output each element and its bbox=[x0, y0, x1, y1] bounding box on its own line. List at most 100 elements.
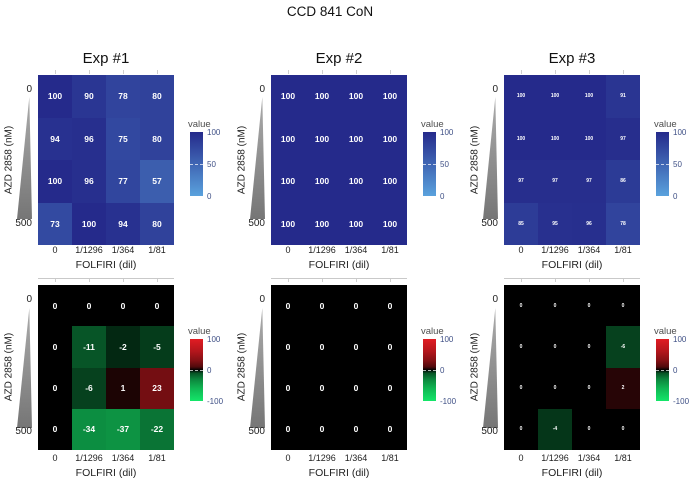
heatmap-cell: 95 bbox=[538, 202, 572, 245]
legend-tick-label: 100 bbox=[673, 128, 687, 137]
heatmap-cell: 77 bbox=[106, 160, 140, 203]
x-axis-tick-label: 1/81 bbox=[614, 245, 632, 255]
axis-tick-mark bbox=[55, 278, 56, 282]
heatmap-cell: 0 bbox=[38, 367, 72, 409]
panel-top-axis-line bbox=[38, 278, 174, 279]
legend-tick-label: 50 bbox=[207, 160, 216, 169]
heatmap-cell: 100 bbox=[572, 75, 606, 118]
axis-tick-mark bbox=[157, 70, 158, 74]
axis-tick-mark bbox=[623, 278, 624, 282]
legend-tick-label: 0 bbox=[673, 366, 678, 375]
legend-colorbar bbox=[423, 339, 436, 401]
heatmap-cell: 100 bbox=[339, 202, 373, 245]
heatmap-cell: 0 bbox=[38, 285, 72, 327]
axis-tick-mark bbox=[623, 70, 624, 74]
dose-gradient-wedge-icon bbox=[250, 308, 265, 428]
heatmap-cell: 0 bbox=[271, 285, 305, 327]
y-axis-tick-bottom: 500 bbox=[481, 426, 498, 437]
heatmap-cell: 100 bbox=[38, 75, 72, 118]
heatmap-cell: 97 bbox=[572, 160, 606, 203]
panel-title: Exp #3 bbox=[548, 50, 596, 67]
heatmap-cell: 0 bbox=[305, 408, 339, 450]
legend-tick-label: 0 bbox=[440, 366, 445, 375]
heatmap-cell: 100 bbox=[339, 117, 373, 160]
y-axis-tick-bottom: 500 bbox=[15, 218, 32, 229]
heatmap-cell: 100 bbox=[504, 75, 538, 118]
heatmap-grid: 100 100 100 100 100 100 100 100 100 100 100 100 100 1… bbox=[271, 70, 407, 245]
legend-colorbar bbox=[423, 132, 436, 196]
heatmap-cell: 100 bbox=[305, 160, 339, 203]
heatmap-cell: 80 bbox=[140, 202, 174, 245]
heatmap-cell: 94 bbox=[106, 202, 140, 245]
heatmap-cell: 0 bbox=[373, 367, 407, 409]
heatmap-cell: 0 bbox=[271, 326, 305, 368]
heatmap-cell: 100 bbox=[373, 202, 407, 245]
y-axis-label: AZD 2858 (nM) bbox=[469, 332, 481, 402]
x-axis-ticks: 0 1/1296 1/364 1/81 bbox=[271, 245, 407, 255]
heatmap-cell: 0 bbox=[504, 285, 538, 327]
y-axis-label: AZD 2858 (nM) bbox=[3, 125, 15, 195]
heatmap-cell: 100 bbox=[305, 202, 339, 245]
heatmap-cell: 100 bbox=[504, 117, 538, 160]
heatmap-cell: 0 bbox=[271, 367, 305, 409]
x-axis-tick-label: 1/1296 bbox=[541, 453, 569, 463]
heatmap-cell: 100 bbox=[305, 75, 339, 118]
legend-tick-label: 100 bbox=[440, 335, 454, 344]
legend-title: value bbox=[654, 119, 677, 130]
heatmap-cell: 0 bbox=[373, 326, 407, 368]
dose-gradient-wedge-icon bbox=[483, 97, 498, 219]
legend-tick-label: 100 bbox=[207, 128, 221, 137]
heatmap-cell: 78 bbox=[606, 202, 640, 245]
y-axis-tick-bottom: 500 bbox=[248, 426, 265, 437]
heatmap-cell: 0 bbox=[373, 408, 407, 450]
y-axis-tick-top: 0 bbox=[259, 84, 265, 95]
x-axis-ticks: 0 1/1296 1/364 1/81 bbox=[271, 453, 407, 463]
heatmap-cell: 100 bbox=[271, 202, 305, 245]
heatmap-cell: 0 bbox=[504, 326, 538, 368]
panel-title: Exp #1 bbox=[82, 50, 130, 67]
x-axis-tick-label: 0 bbox=[52, 245, 58, 255]
x-axis-tick-label: 1/1296 bbox=[75, 453, 103, 463]
heatmap-cell: 0 bbox=[339, 326, 373, 368]
legend-title: value bbox=[421, 326, 444, 337]
y-axis-label: AZD 2858 (nM) bbox=[236, 332, 248, 402]
heatmap-cell: 100 bbox=[271, 160, 305, 203]
panel-exp1-synergy: 0 500 AZD 2858 (nM) 0 0 0 0 0 -11 -2 -5 0 -6 1 23 0-… bbox=[0, 270, 233, 489]
heatmap-cell: 100 bbox=[538, 117, 572, 160]
legend-title: value bbox=[654, 326, 677, 337]
axis-tick-mark bbox=[288, 278, 289, 282]
x-axis-tick-label: 0 bbox=[518, 245, 524, 255]
heatmap-cell: 0 bbox=[572, 285, 606, 327]
heatmap-cell: 100 bbox=[305, 117, 339, 160]
x-axis-tick-label: 0 bbox=[285, 453, 291, 463]
heatmap-cell: 73 bbox=[38, 202, 72, 245]
axis-tick-mark bbox=[555, 278, 556, 282]
y-axis-tick-top: 0 bbox=[26, 294, 32, 305]
heatmap-cell: 0 bbox=[38, 326, 72, 368]
axis-tick-mark bbox=[589, 278, 590, 282]
heatmap-cell: 0 bbox=[339, 408, 373, 450]
y-axis-label: AZD 2858 (nM) bbox=[3, 332, 15, 402]
heatmap-cell: -37 bbox=[106, 408, 140, 450]
heatmap-cell: 85 bbox=[504, 202, 538, 245]
figure-title: CCD 841 CoN bbox=[286, 4, 374, 19]
colorbar-legend: value 100 0 -100 bbox=[188, 326, 234, 416]
panel-exp1-viability: Exp #1 0 500 AZD 2858 (nM) 100 90 78 80 94 96… bbox=[0, 30, 233, 272]
x-axis-tick-label: 1/1296 bbox=[75, 245, 103, 255]
y-axis-tick-top: 0 bbox=[492, 84, 498, 95]
heatmap-cell: 91 bbox=[606, 75, 640, 118]
x-axis-tick-label: 0 bbox=[52, 453, 58, 463]
panel-exp3-viability: Exp #3 0 500 AZD 2858 (nM) 100 100 100 91 10… bbox=[466, 30, 699, 272]
heatmap-cell: 0 bbox=[305, 326, 339, 368]
legend-colorbar bbox=[190, 132, 203, 196]
heatmap-cell: 0 bbox=[140, 285, 174, 327]
heatmap-cell: 100 bbox=[339, 160, 373, 203]
x-axis-label: FOLFIRI (dil) bbox=[541, 467, 603, 479]
x-axis-tick-label: 1/364 bbox=[344, 245, 368, 255]
axis-tick-mark bbox=[555, 70, 556, 74]
axis-tick-mark bbox=[123, 278, 124, 282]
x-axis-tick-label: 1/364 bbox=[111, 245, 135, 255]
heatmap-grid: 100 90 78 80 94 96 75 80 100 96 77 57 73 100 94 80 bbox=[38, 70, 174, 245]
heatmap-cell: 0 bbox=[538, 285, 572, 327]
